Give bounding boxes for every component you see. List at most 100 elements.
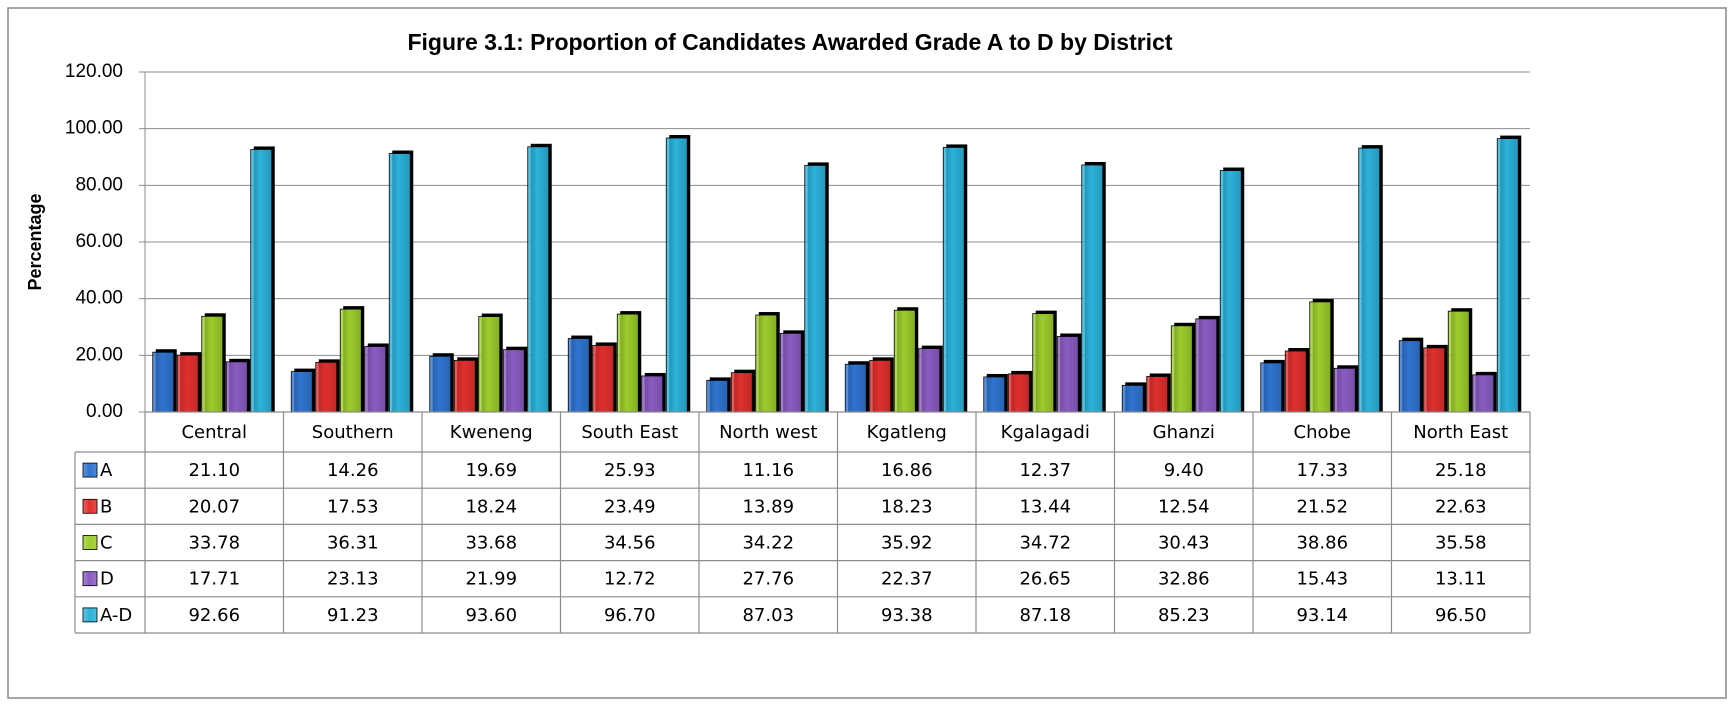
- table-value: 18.23: [881, 496, 933, 517]
- bar: [1056, 336, 1079, 413]
- table-value: 26.65: [1019, 569, 1071, 590]
- y-tick-label: 0.00: [86, 401, 123, 422]
- bar: [567, 338, 590, 413]
- table-value: 32.86: [1158, 569, 1210, 590]
- x-tick-label: North west: [719, 422, 817, 443]
- bar: [755, 314, 778, 413]
- table-value: 92.66: [188, 605, 240, 626]
- table-value: 33.78: [188, 533, 240, 554]
- legend-key: [82, 571, 98, 587]
- table-value: 25.18: [1435, 460, 1487, 481]
- table-value: 17.71: [188, 569, 240, 590]
- x-tick-label: Chobe: [1294, 422, 1352, 443]
- bar: [176, 354, 199, 413]
- bar: [592, 345, 615, 413]
- table-value: 27.76: [742, 569, 794, 590]
- bar: [290, 371, 313, 413]
- bar: [1358, 147, 1381, 413]
- table-value: 15.43: [1296, 569, 1348, 590]
- table-value: 23.49: [604, 496, 656, 517]
- bar: [1472, 374, 1495, 413]
- x-tick-label: North East: [1413, 422, 1508, 443]
- legend-key: [82, 607, 98, 623]
- y-tick-label: 40.00: [75, 288, 123, 309]
- x-tick-label: Central: [181, 422, 247, 443]
- table-value: 12.54: [1158, 496, 1210, 517]
- bar: [1496, 138, 1519, 413]
- bar: [844, 363, 867, 413]
- table-value: 91.23: [327, 605, 379, 626]
- table-value: 25.93: [604, 460, 656, 481]
- bar: [225, 361, 248, 413]
- bar: [665, 137, 688, 413]
- x-tick-label: Kweneng: [450, 422, 533, 443]
- bar: [1333, 367, 1356, 413]
- x-tick-label: Ghanzi: [1153, 422, 1215, 443]
- table-value: 12.72: [604, 569, 656, 590]
- bar: [250, 149, 273, 413]
- bar: [1121, 384, 1144, 413]
- bar: [1007, 373, 1030, 413]
- table-value: 87.18: [1019, 605, 1071, 626]
- y-tick-label: 60.00: [75, 231, 123, 252]
- y-axis-label: Percentage: [25, 193, 45, 290]
- table-value: 93.38: [881, 605, 933, 626]
- bar: [804, 165, 827, 413]
- bar: [201, 315, 224, 413]
- bar: [1309, 301, 1332, 413]
- x-tick-label: Southern: [312, 422, 394, 443]
- legend-key: [82, 498, 98, 514]
- table-value: 33.68: [465, 533, 517, 554]
- table-value: 23.13: [327, 569, 379, 590]
- table-value: 9.40: [1164, 460, 1204, 481]
- table-value: 93.60: [465, 605, 517, 626]
- bar: [730, 372, 753, 413]
- bar: [1423, 347, 1446, 413]
- y-tick-label: 120.00: [65, 61, 123, 82]
- table-value: 21.10: [188, 460, 240, 481]
- bar: [1032, 313, 1055, 413]
- table-value: 11.16: [742, 460, 794, 481]
- bar: [1146, 376, 1169, 413]
- table-value: 36.31: [327, 533, 379, 554]
- bar: [502, 349, 525, 413]
- bar: [918, 348, 941, 413]
- bar: [453, 359, 476, 413]
- x-tick-label: Kgatleng: [867, 422, 947, 443]
- table-value: 34.72: [1019, 533, 1071, 554]
- x-tick-label: Kgalagadi: [1001, 422, 1090, 443]
- bar: [1284, 350, 1307, 413]
- table-value: 22.37: [881, 569, 933, 590]
- table-value: 22.63: [1435, 496, 1487, 517]
- table-value: 93.14: [1296, 605, 1348, 626]
- bar: [706, 379, 729, 413]
- bar: [616, 313, 639, 413]
- legend-label: C: [100, 533, 113, 554]
- legend-label: A: [100, 460, 113, 481]
- table-value: 34.56: [604, 533, 656, 554]
- bar: [152, 351, 175, 413]
- table-value: 38.86: [1296, 533, 1348, 554]
- table-value: 13.89: [742, 496, 794, 517]
- table-value: 34.22: [742, 533, 794, 554]
- table-value: 19.69: [465, 460, 517, 481]
- table-value: 13.11: [1435, 569, 1487, 590]
- bar: [1195, 318, 1218, 413]
- table-value: 12.37: [1019, 460, 1071, 481]
- table-value: 96.70: [604, 605, 656, 626]
- chart-title: Figure 3.1: Proportion of Candidates Awa…: [407, 29, 1172, 55]
- bar: [315, 361, 338, 413]
- table-value: 96.50: [1435, 605, 1487, 626]
- bar: [1398, 340, 1421, 413]
- bar: [1447, 310, 1470, 413]
- bar: [1170, 325, 1193, 413]
- table-value: 20.07: [188, 496, 240, 517]
- bar: [1081, 164, 1104, 413]
- legend-label: D: [100, 569, 114, 590]
- bar: [641, 375, 664, 413]
- table-value: 85.23: [1158, 605, 1210, 626]
- table-value: 16.86: [881, 460, 933, 481]
- table-value: 87.03: [742, 605, 794, 626]
- bar: [983, 376, 1006, 413]
